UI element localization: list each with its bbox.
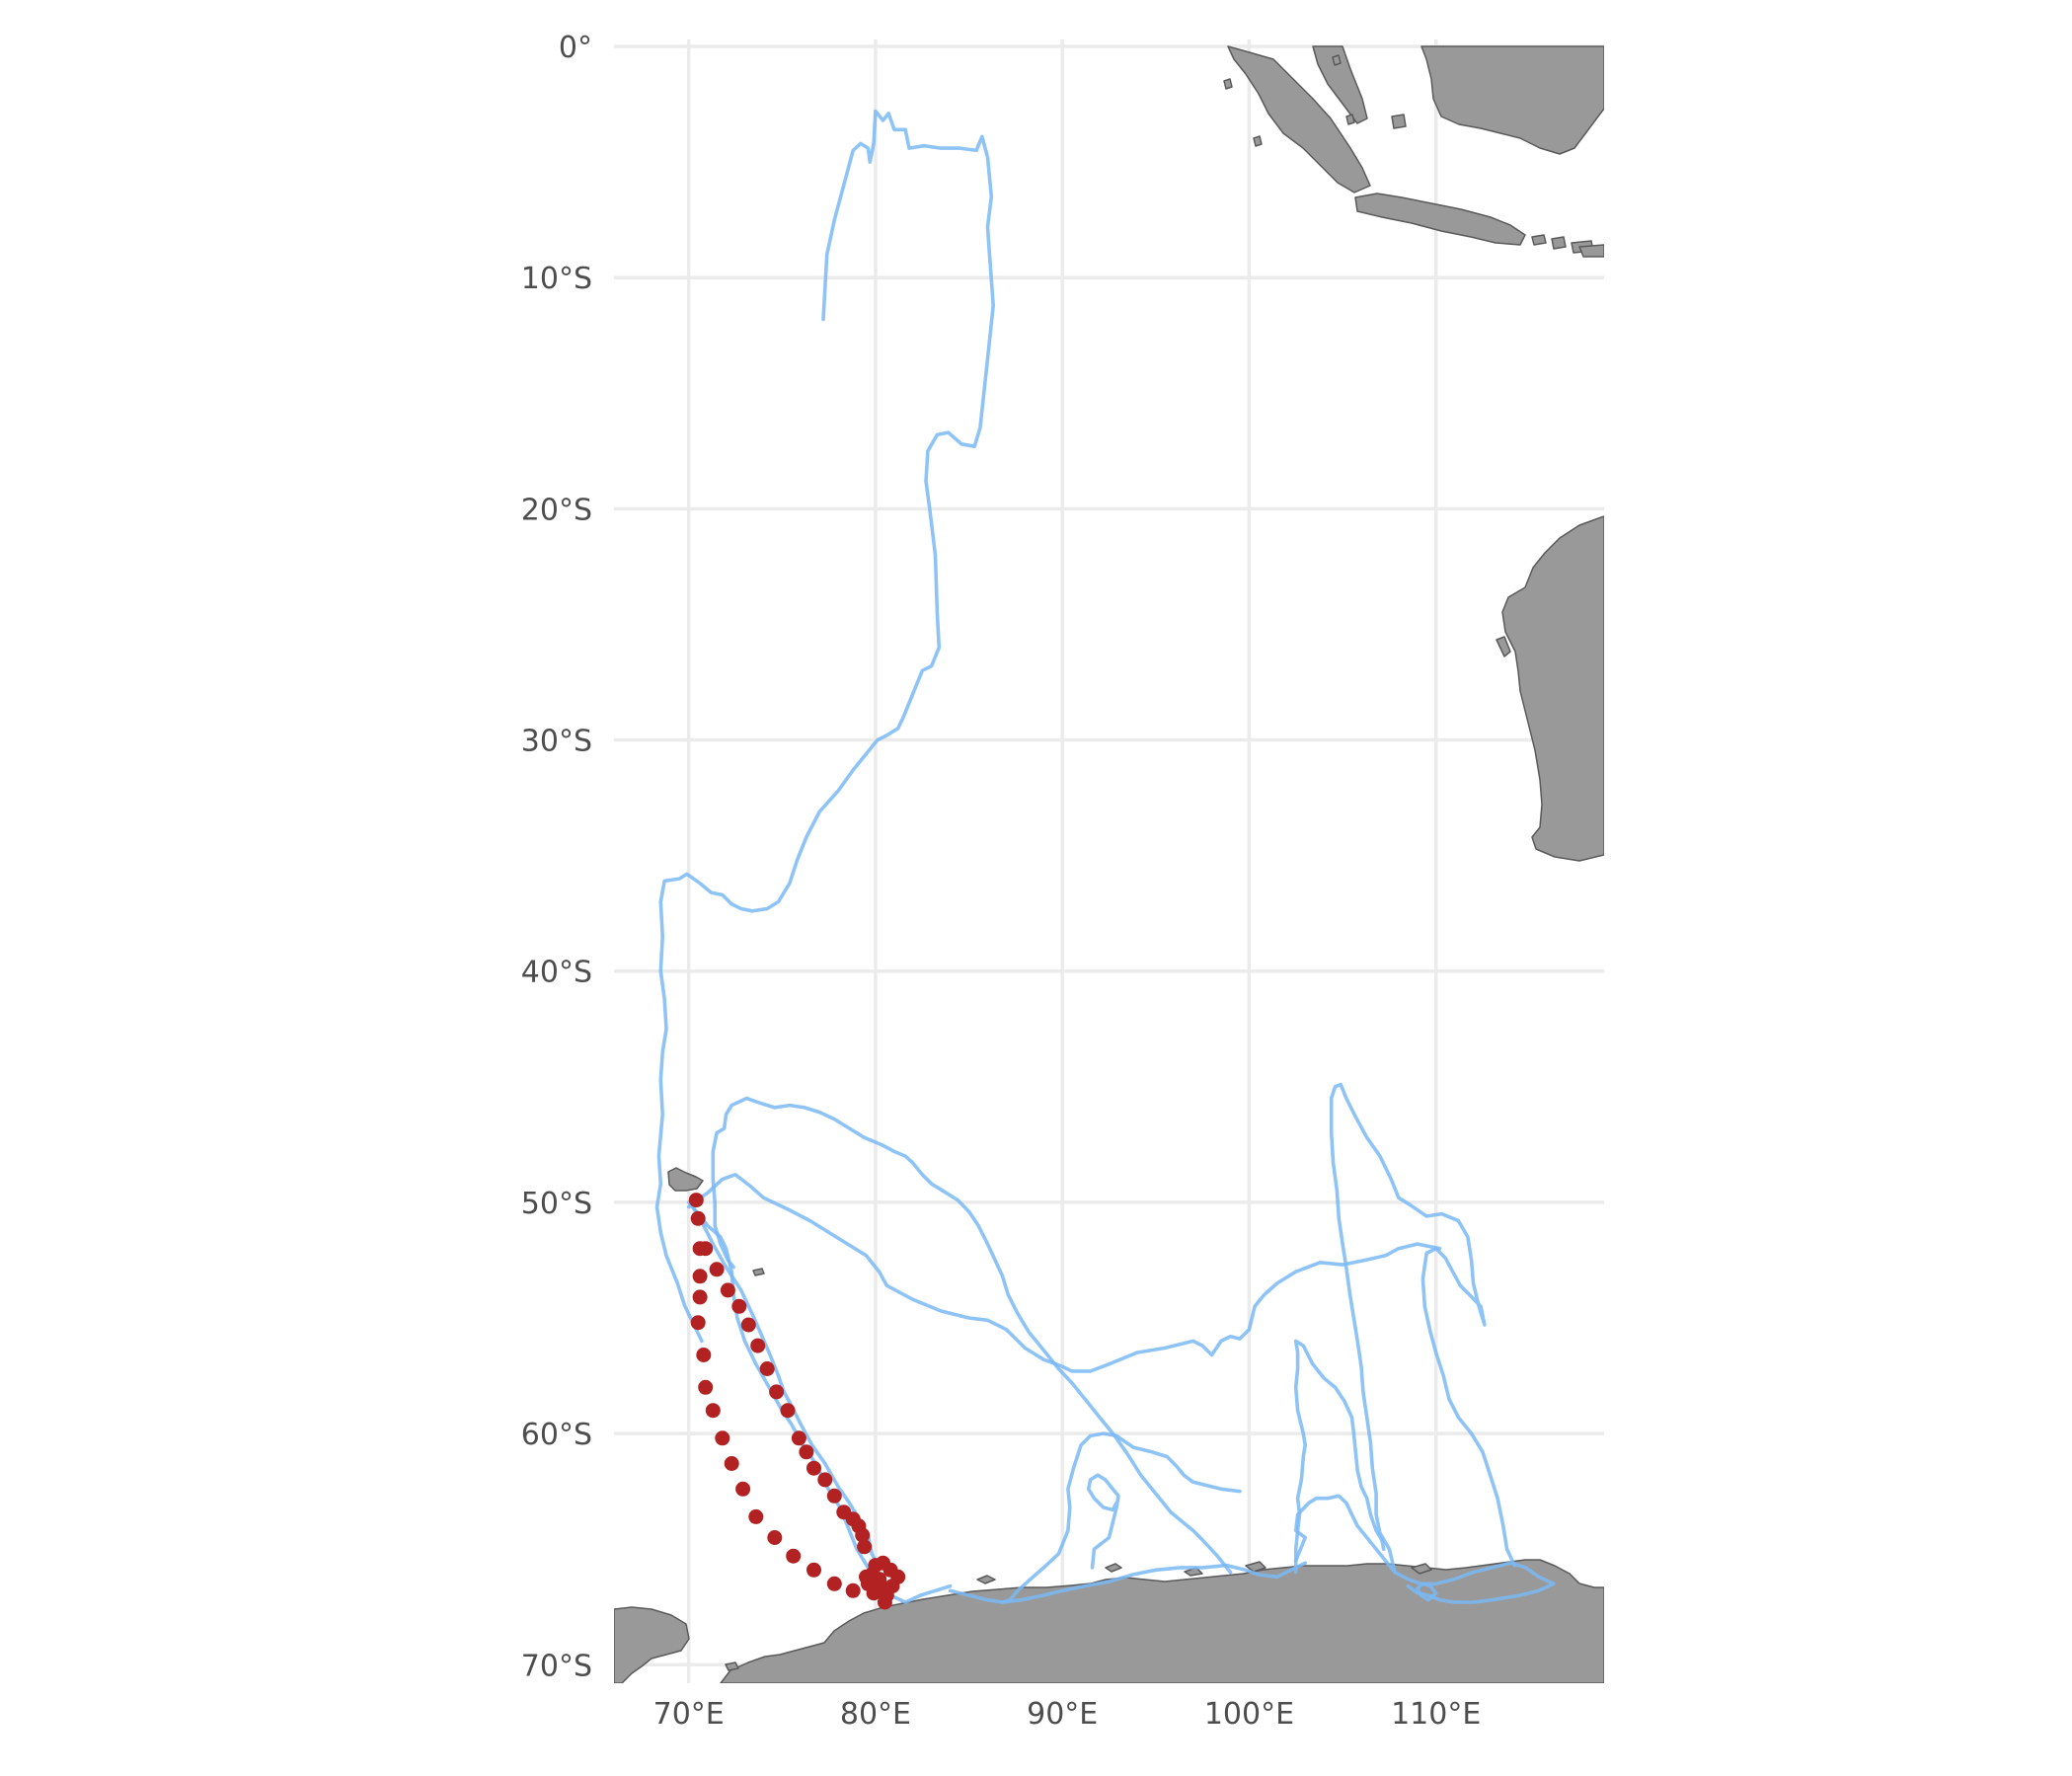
y-tick-label-0: 0° [559, 31, 592, 65]
land-island-1 [1345, 114, 1355, 125]
location-point-10 [740, 1317, 756, 1333]
tracks-layer [654, 109, 1556, 1604]
y-tick-label-7: 70°S [521, 1649, 592, 1683]
location-point-4 [709, 1262, 725, 1277]
location-point-21 [806, 1460, 821, 1476]
land-ice-shelf-4 [1245, 1561, 1266, 1573]
y-tick-label-2: 20°S [521, 493, 592, 527]
location-point-1 [690, 1210, 706, 1226]
location-point-11 [750, 1338, 766, 1353]
land-heard-island [752, 1268, 765, 1276]
track-10 [1329, 1082, 1516, 1575]
land-island-2 [1391, 114, 1407, 129]
location-point-3 [698, 1241, 714, 1257]
location-point-6 [720, 1282, 735, 1298]
track-0 [654, 109, 995, 1344]
track-5 [948, 1431, 1242, 1604]
track-9 [1293, 1339, 1386, 1575]
location-point-16 [705, 1403, 721, 1419]
track-6 [1000, 1561, 1307, 1604]
land-ice-shelf-1 [976, 1575, 996, 1584]
location-point-22 [724, 1456, 739, 1471]
y-tick-label-1: 10°S [521, 262, 592, 296]
land-flores [1578, 244, 1604, 258]
x-tick-label-0: 70°E [653, 1697, 725, 1732]
land-java [1354, 193, 1526, 246]
land-lombok [1551, 236, 1567, 250]
track-3 [686, 1173, 1442, 1373]
location-point-12 [696, 1348, 712, 1362]
location-point-46 [866, 1585, 882, 1601]
location-point-49 [884, 1579, 900, 1594]
location-point-48 [859, 1569, 874, 1584]
track-11 [1416, 1582, 1438, 1602]
location-point-23 [817, 1472, 833, 1488]
y-tick-label-3: 30°S [521, 725, 592, 759]
y-tick-label-5: 50°S [521, 1187, 592, 1221]
land-island-4 [1253, 135, 1263, 147]
location-point-31 [748, 1508, 764, 1524]
land-antarctica [720, 1559, 1604, 1683]
location-point-30 [857, 1539, 873, 1555]
land-masses [614, 45, 1604, 1683]
x-tick-label-3: 100°E [1204, 1697, 1294, 1732]
location-point-18 [715, 1430, 730, 1446]
land-borneo [1420, 45, 1604, 155]
location-point-33 [786, 1548, 802, 1564]
location-point-36 [845, 1583, 861, 1598]
land-island-3 [1332, 54, 1342, 66]
gridlines [614, 39, 1604, 1683]
track-8 [1293, 1494, 1556, 1604]
land-bali [1531, 234, 1547, 246]
x-tick-label-2: 90°E [1027, 1697, 1098, 1732]
land-ice-shelf-6 [725, 1661, 739, 1671]
y-tick-labels: 0° 10°S 20°S 30°S 40°S 50°S 60°S 70°S [521, 31, 592, 1683]
location-point-24 [826, 1488, 842, 1504]
points-layer [688, 1193, 906, 1610]
land-sumatra [1227, 45, 1371, 193]
land-island-5 [1223, 78, 1233, 90]
location-point-13 [759, 1361, 775, 1376]
land-ice-shelf-5 [1411, 1563, 1432, 1575]
x-tick-label-1: 80°E [840, 1697, 911, 1732]
location-point-5 [692, 1269, 708, 1284]
location-point-29 [855, 1527, 871, 1543]
y-tick-label-4: 40°S [521, 956, 592, 990]
land-kerguelen [667, 1167, 704, 1192]
location-point-47 [872, 1572, 887, 1587]
location-point-34 [806, 1562, 821, 1578]
track-7 [1086, 1473, 1120, 1570]
land-antarctic-peninsula-west [614, 1606, 690, 1683]
location-point-14 [769, 1384, 785, 1400]
x-tick-labels: 70°E 80°E 90°E 100°E 110°E [653, 1697, 1482, 1732]
location-point-20 [799, 1444, 814, 1460]
location-point-17 [780, 1403, 796, 1419]
x-tick-label-4: 110°E [1391, 1697, 1481, 1732]
land-australia [1501, 515, 1604, 862]
location-point-35 [826, 1576, 842, 1591]
location-point-32 [767, 1530, 783, 1545]
location-point-45 [877, 1594, 892, 1610]
location-point-15 [698, 1379, 714, 1395]
y-tick-label-6: 60°S [521, 1418, 592, 1452]
location-point-25 [735, 1481, 751, 1497]
land-shark-bay [1496, 636, 1511, 657]
land-ice-shelf-2 [1105, 1563, 1122, 1573]
location-point-8 [731, 1298, 747, 1314]
land-malay-peninsula [1312, 45, 1368, 124]
location-point-9 [690, 1315, 706, 1331]
location-point-0 [688, 1193, 704, 1208]
track-4 [711, 1096, 1233, 1575]
location-point-19 [791, 1430, 806, 1446]
location-point-7 [692, 1289, 708, 1305]
